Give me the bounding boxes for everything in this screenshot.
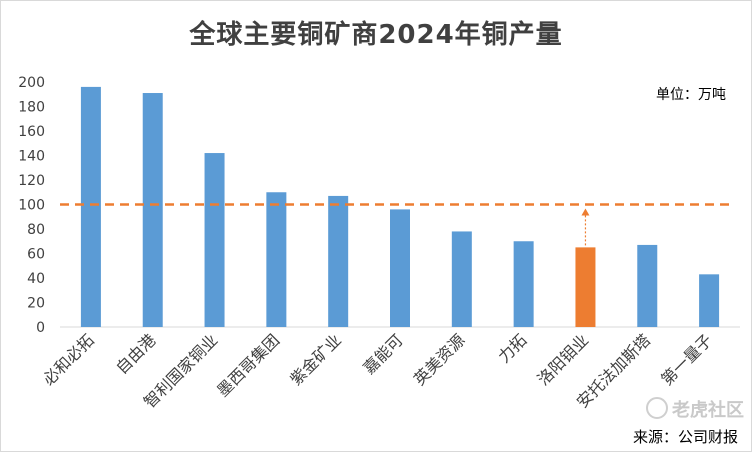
x-tick-label: 必和必拓 [39,330,98,389]
bar [390,209,410,327]
y-tick-label: 100 [18,198,45,214]
x-tick-label: 墨西哥集团 [213,330,283,400]
bar [637,244,658,327]
y-tick-label: 20 [27,296,45,312]
x-tick-label: 洛阳钼业 [534,330,593,389]
y-tick-label: 140 [18,149,45,165]
x-tick-label: 自由港 [112,330,159,377]
target-arrow-head [581,208,590,216]
y-tick-label: 60 [27,247,45,263]
watermark: 老虎社区 [646,396,744,422]
x-tick-label: 紫金矿业 [286,330,345,389]
bar [513,241,534,327]
bar [451,231,472,327]
x-tick-label: 力拓 [494,330,530,366]
bar [328,195,349,327]
y-tick-label: 40 [27,271,45,287]
y-tick-label: 200 [18,75,45,91]
y-tick-label: 160 [18,124,45,140]
y-tick-label: 0 [36,320,45,336]
y-tick-label: 180 [18,100,45,116]
unit-label: 单位：万吨 [656,87,726,103]
bar [266,192,287,327]
bar [204,153,225,327]
watermark-text: 老虎社区 [672,400,744,421]
bar [80,86,101,328]
bar-highlight [575,247,596,327]
x-tick-label: 第一量子 [657,330,716,389]
chart-title: 全球主要铜矿商2024年铜产量 [189,20,563,50]
x-tick-label: 嘉能可 [359,330,406,377]
tiger-logo-icon [646,397,668,419]
x-tick-label: 英美资源 [410,330,469,389]
bar [142,93,163,328]
bar [699,274,720,327]
y-tick-label: 80 [27,222,45,238]
y-tick-label: 120 [18,173,45,189]
source-label: 来源：公司财报 [632,428,738,446]
